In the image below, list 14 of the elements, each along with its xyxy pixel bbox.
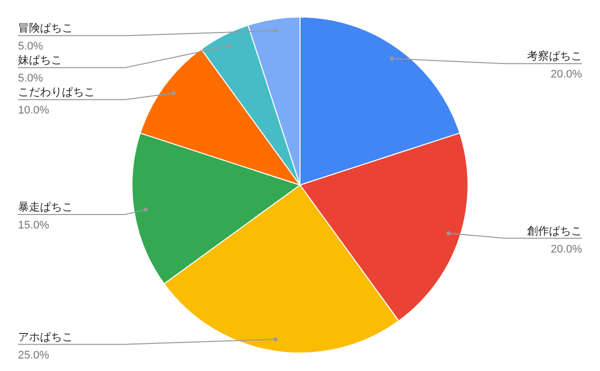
data-label: 5.0% bbox=[18, 72, 44, 85]
slice-label: こだわりぱちこ bbox=[18, 86, 95, 99]
slice-label: 考察ぱちこ bbox=[527, 50, 582, 63]
data-label: 20.0% bbox=[550, 243, 582, 256]
slice-label: 創作ぱちこ bbox=[527, 225, 582, 238]
data-label: 10.0% bbox=[18, 104, 50, 117]
slice-label: 暴走ぱちこ bbox=[18, 200, 73, 214]
data-label: 20.0% bbox=[550, 68, 582, 81]
slice-label: 冒険ぱちこ bbox=[18, 22, 73, 35]
slice-label: アホぱちこ bbox=[18, 331, 73, 344]
data-label: 5.0% bbox=[18, 40, 44, 53]
slice-label: 妹ぱちこ bbox=[18, 54, 62, 67]
data-label: 25.0% bbox=[18, 349, 50, 362]
data-label: 15.0% bbox=[18, 219, 50, 232]
